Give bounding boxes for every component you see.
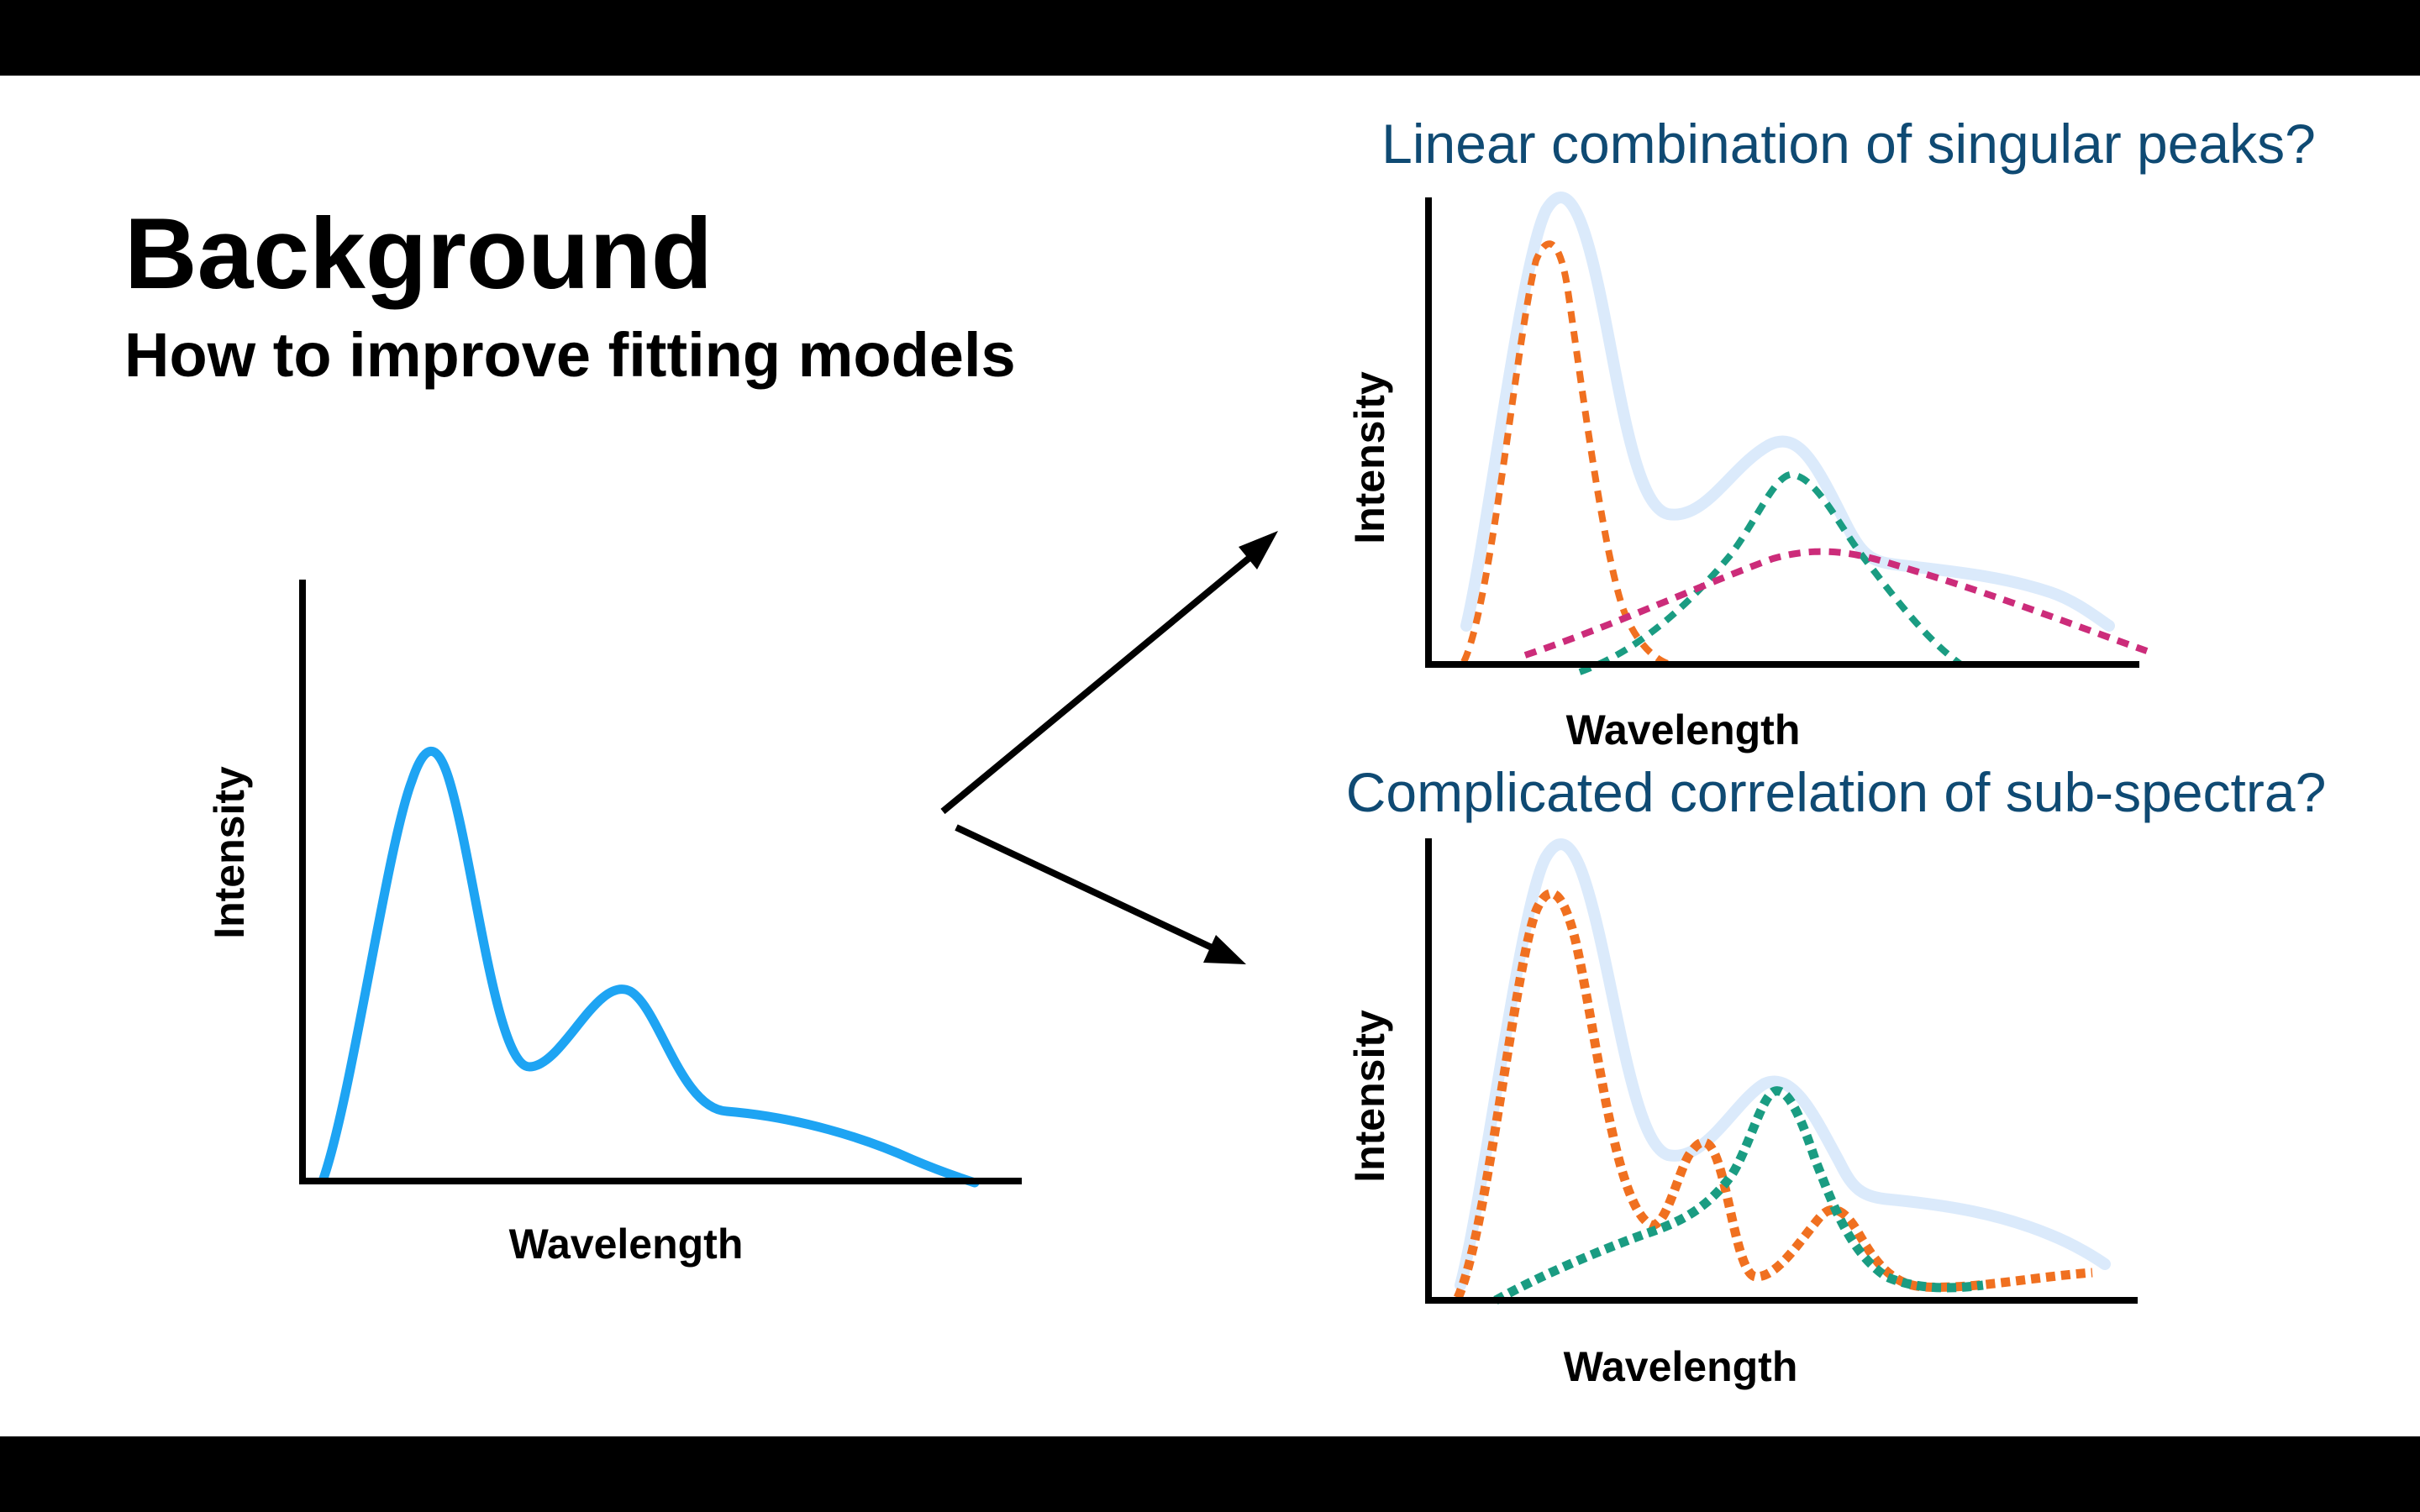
bottom-plot-heading: Complicated correlation of sub-spectra? bbox=[1346, 761, 2327, 823]
top-plot-heading: Linear combination of singular peaks? bbox=[1381, 113, 2316, 175]
arrow-to-bottom-plot bbox=[955, 824, 1246, 964]
slide-background bbox=[0, 76, 2420, 1436]
bottom-peak-orange bbox=[1454, 889, 2093, 1300]
top-peak-orange bbox=[1460, 240, 1670, 667]
top-peak-teal bbox=[1578, 470, 1965, 675]
top-x-axis-label: Wavelength bbox=[1566, 706, 1801, 753]
left-x-axis-label: Wavelength bbox=[509, 1221, 744, 1268]
arrowhead-up-icon bbox=[1239, 531, 1278, 570]
bottom-x-axis-label: Wavelength bbox=[1564, 1343, 1798, 1390]
bottom-decomposition-plot: Complicated correlation of sub-spectra? … bbox=[1346, 761, 2327, 1390]
left-y-axis-label: Intensity bbox=[206, 766, 253, 939]
top-y-axis-label: Intensity bbox=[1346, 371, 1393, 544]
letterbox-top bbox=[0, 0, 2420, 76]
bottom-peak-teal bbox=[1493, 1086, 1984, 1305]
top-spectrum-faded bbox=[1460, 192, 2115, 632]
arrow-to-top-plot bbox=[940, 531, 1278, 815]
slide-subtitle: How to improve fitting models bbox=[124, 320, 1016, 390]
bottom-y-axis-label: Intensity bbox=[1346, 1010, 1393, 1183]
arrowhead-down-icon bbox=[1203, 935, 1246, 964]
letterbox-bottom bbox=[0, 1436, 2420, 1512]
slide-title: Background bbox=[124, 197, 713, 310]
bottom-spectrum-faded bbox=[1455, 838, 2111, 1291]
left-spectrum-curve bbox=[318, 747, 980, 1188]
top-peak-magenta bbox=[1523, 548, 2149, 659]
top-decomposition-plot: Linear combination of singular peaks? In… bbox=[1346, 113, 2316, 753]
left-spectrum-plot: Intensity Wavelength bbox=[206, 580, 1022, 1268]
